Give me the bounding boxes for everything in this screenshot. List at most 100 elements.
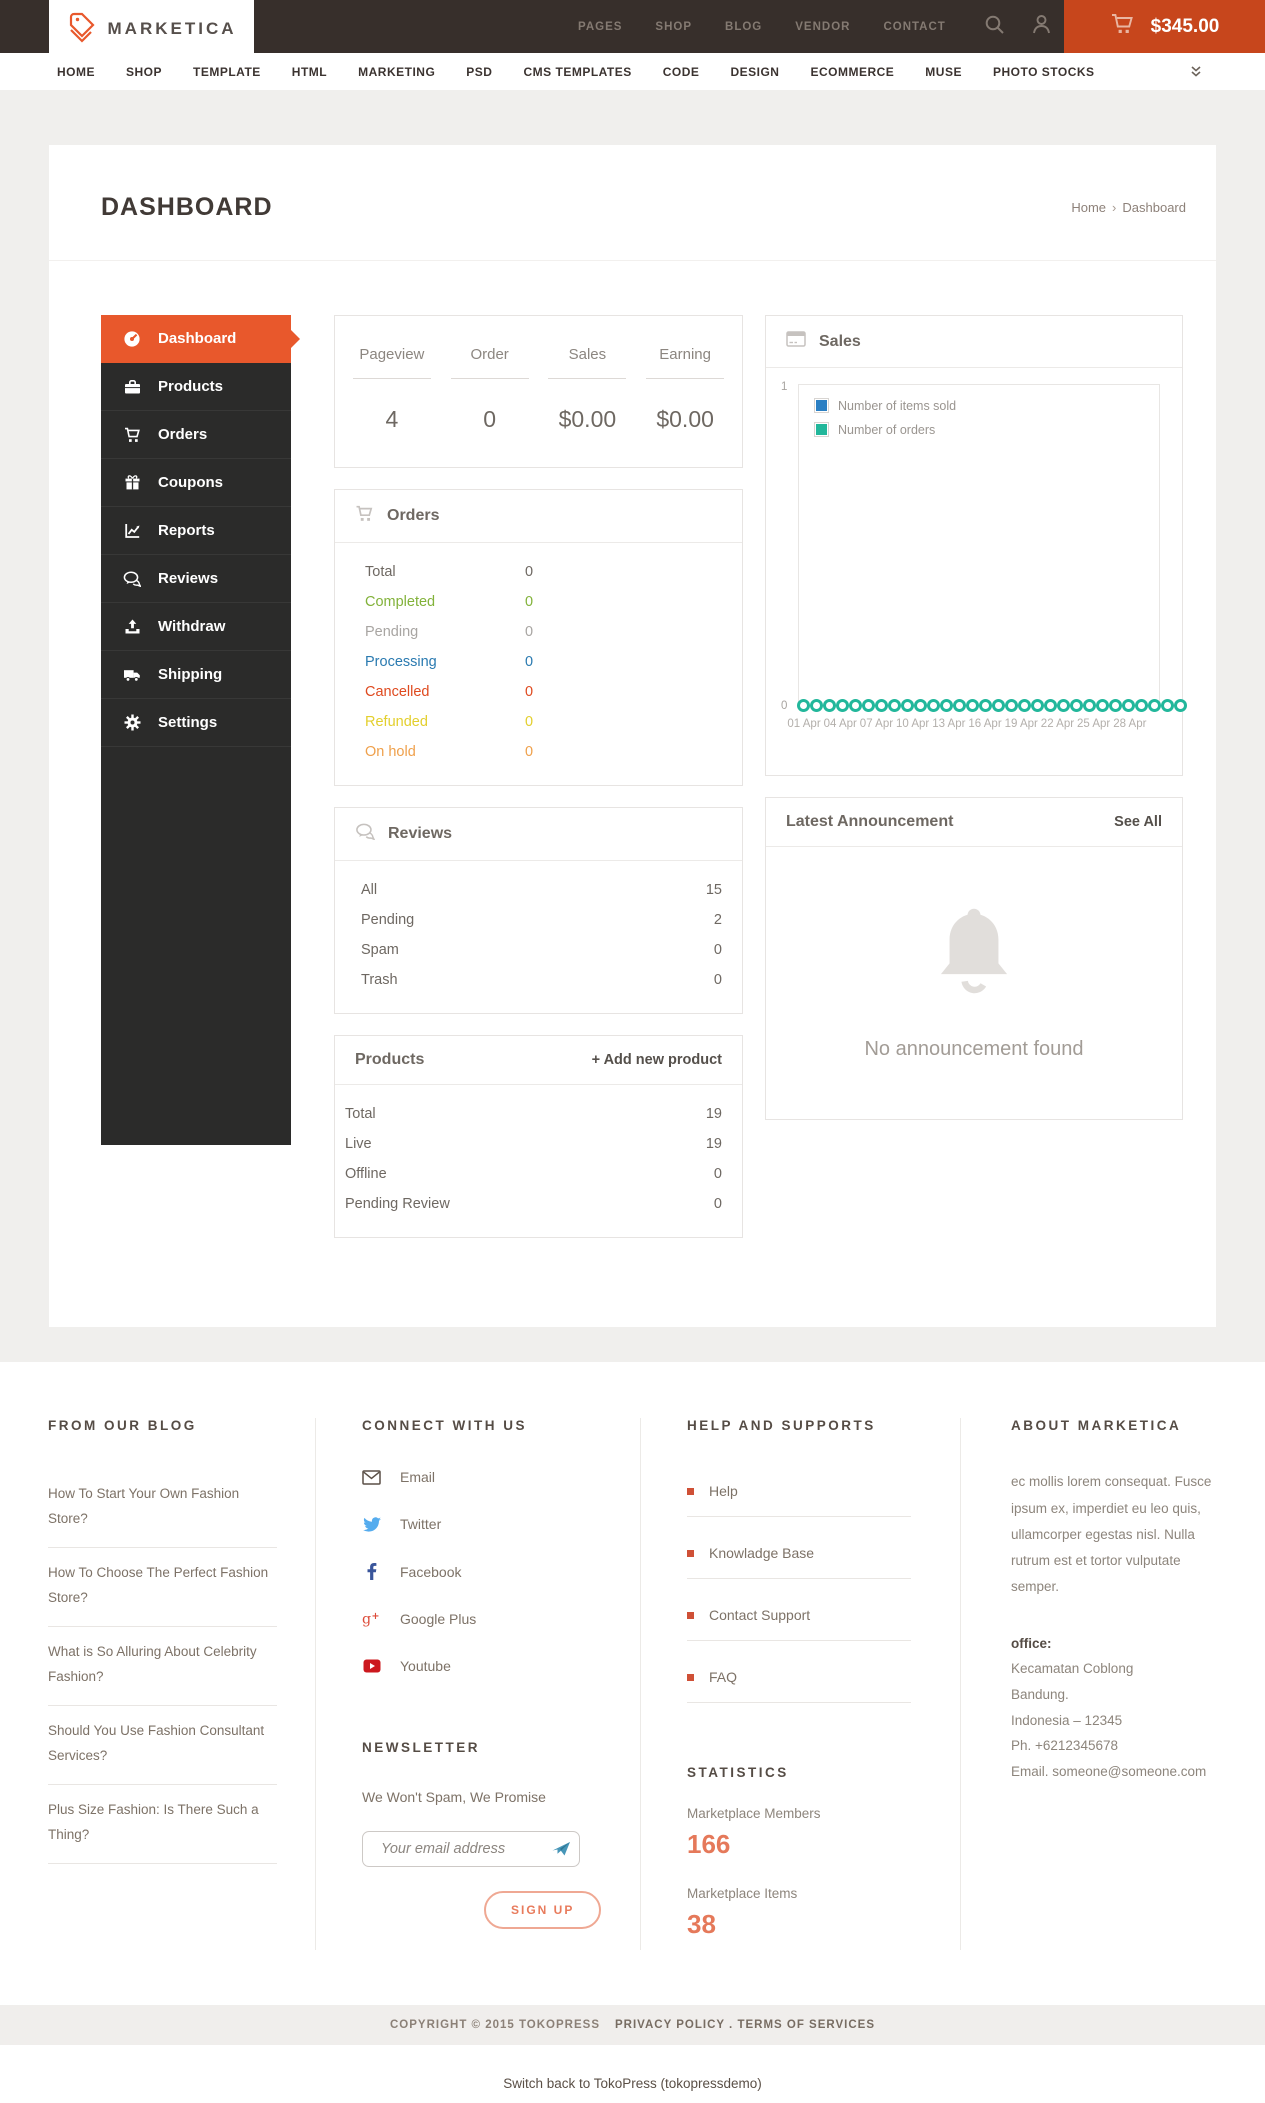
cart-button[interactable]: $345.00 bbox=[1064, 0, 1265, 53]
nav-shop[interactable]: SHOP bbox=[126, 64, 163, 79]
review-label[interactable]: Trash bbox=[361, 971, 398, 988]
sidebar-item-reports[interactable]: Reports bbox=[101, 507, 291, 555]
sidebar-item-orders[interactable]: Orders bbox=[101, 411, 291, 459]
data-point-marker bbox=[1018, 699, 1031, 712]
blog-post-link[interactable]: How To Start Your Own Fashion Store? bbox=[48, 1469, 277, 1549]
social-link-email[interactable]: Email bbox=[362, 1469, 610, 1485]
data-point-marker bbox=[1031, 699, 1044, 712]
panel-title: Orders bbox=[387, 507, 440, 524]
orders-panel: Orders Total 0 Completed 0 Pending 0 Proces… bbox=[334, 489, 743, 787]
help-link[interactable]: Knowladge Base bbox=[687, 1531, 911, 1580]
sidebar-item-reviews[interactable]: Reviews bbox=[101, 555, 291, 603]
nav-ecommerce[interactable]: ECOMMERCE bbox=[810, 64, 895, 79]
stat-label: Marketplace Items bbox=[687, 1886, 798, 1902]
sidebar-item-withdraw[interactable]: Withdraw bbox=[101, 603, 291, 651]
data-point-marker bbox=[1070, 699, 1083, 712]
chart-line-icon bbox=[123, 522, 141, 539]
sidebar-item-dashboard[interactable]: Dashboard bbox=[101, 315, 300, 363]
square-bullet-icon bbox=[687, 1611, 694, 1619]
x-tick-label: 16 Apr bbox=[968, 718, 1002, 730]
stat-label: Earning bbox=[659, 346, 711, 363]
review-label[interactable]: Pending bbox=[361, 911, 415, 928]
status-label[interactable]: On hold bbox=[365, 743, 416, 760]
help-label: FAQ bbox=[709, 1669, 738, 1686]
sidebar-item-label: Orders bbox=[158, 426, 208, 443]
status-label[interactable]: Pending bbox=[365, 623, 419, 640]
nav-template[interactable]: TEMPLATE bbox=[193, 64, 261, 79]
see-all-link[interactable]: See All bbox=[1114, 814, 1162, 830]
topnav-pages[interactable]: PAGES bbox=[578, 20, 623, 33]
order-status-row: Refunded 0 bbox=[335, 707, 742, 737]
nav-muse[interactable]: MUSE bbox=[925, 64, 962, 79]
review-label[interactable]: All bbox=[361, 881, 378, 898]
send-icon[interactable] bbox=[551, 1839, 571, 1864]
topnav-vendor[interactable]: VENDOR bbox=[795, 20, 851, 33]
statistics-section: STATISTICS Marketplace Members 166 Marke… bbox=[687, 1765, 930, 1940]
status-label[interactable]: Processing bbox=[365, 653, 437, 670]
status-label[interactable]: Completed bbox=[365, 593, 436, 610]
switchback-link[interactable]: Switch back to TokoPress (tokopressdemo) bbox=[503, 2076, 762, 2092]
legend-swatch bbox=[814, 398, 829, 413]
breadcrumb-home-link[interactable]: Home bbox=[1071, 200, 1107, 215]
sidebar-item-products[interactable]: Products bbox=[101, 363, 291, 411]
divider bbox=[450, 378, 529, 379]
help-link[interactable]: Help bbox=[687, 1469, 911, 1518]
blog-post-link[interactable]: Should You Use Fashion Consultant Servic… bbox=[48, 1706, 277, 1785]
social-link-facebook[interactable]: Facebook bbox=[362, 1563, 610, 1581]
help-link[interactable]: FAQ bbox=[687, 1655, 911, 1704]
legal-links[interactable]: PRIVACY POLICY . TERMS OF SERVICES bbox=[615, 2019, 876, 2032]
blog-post-link[interactable]: Plus Size Fashion: Is There Such a Thing… bbox=[48, 1785, 277, 1864]
topnav-blog[interactable]: BLOG bbox=[725, 20, 763, 33]
newsletter-email-input[interactable] bbox=[362, 1831, 580, 1868]
social-link-twitter[interactable]: Twitter bbox=[362, 1516, 610, 1532]
social-link-youtube[interactable]: Youtube bbox=[362, 1658, 610, 1674]
stat-value: $0.00 bbox=[558, 406, 617, 432]
nav-code[interactable]: CODE bbox=[662, 64, 700, 79]
sidebar-item-settings[interactable]: Settings bbox=[101, 699, 291, 747]
user-account-icon[interactable] bbox=[1030, 13, 1053, 40]
status-label[interactable]: Cancelled bbox=[365, 683, 430, 700]
nav-psd[interactable]: PSD bbox=[466, 64, 493, 79]
data-point-marker bbox=[927, 699, 940, 712]
nav-photo-stocks[interactable]: PHOTO STOCKS bbox=[992, 64, 1095, 79]
data-point-marker bbox=[992, 699, 1005, 712]
chart-zero-markers bbox=[797, 699, 1187, 712]
topnav-contact[interactable]: CONTACT bbox=[883, 20, 946, 33]
nav-cms-templates[interactable]: CMS TEMPLATES bbox=[523, 64, 632, 79]
data-point-marker bbox=[1161, 699, 1174, 712]
data-point-marker bbox=[1096, 699, 1109, 712]
product-stat-count: 0 bbox=[713, 1195, 722, 1212]
signup-button[interactable]: SIGN UP bbox=[484, 1891, 602, 1930]
add-new-product-link[interactable]: + Add new product bbox=[591, 1052, 722, 1069]
nav-home[interactable]: HOME bbox=[57, 64, 95, 79]
blog-post-link[interactable]: What is So Alluring About Celebrity Fash… bbox=[48, 1627, 277, 1707]
chart-x-ticks: 01 Apr 04 Apr 07 Apr 10 Apr 13 Apr 16 Apr 19 A… bbox=[787, 718, 1160, 733]
comments-icon bbox=[123, 571, 141, 587]
status-count: 0 bbox=[525, 593, 534, 610]
product-stat-label[interactable]: Live bbox=[345, 1135, 372, 1152]
blog-post-link[interactable]: How To Choose The Perfect Fashion Store? bbox=[48, 1548, 277, 1628]
sidebar-item-shipping[interactable]: Shipping bbox=[101, 651, 291, 699]
cart-icon bbox=[123, 427, 141, 443]
stat-order: Order 0 bbox=[441, 346, 539, 433]
data-point-marker bbox=[836, 699, 849, 712]
product-stat-label[interactable]: Offline bbox=[345, 1165, 387, 1182]
chevron-double-down-icon[interactable] bbox=[1189, 65, 1203, 78]
nav-design[interactable]: DESIGN bbox=[730, 64, 780, 79]
brand-logo[interactable]: MARKETICA bbox=[49, 0, 254, 58]
status-label[interactable]: Refunded bbox=[365, 713, 428, 730]
product-stat-count: 19 bbox=[705, 1105, 722, 1122]
topnav-shop[interactable]: SHOP bbox=[655, 20, 693, 33]
social-link-google-plus[interactable]: g + Google Plus bbox=[362, 1611, 610, 1627]
sidebar-item-coupons[interactable]: Coupons bbox=[101, 459, 291, 507]
status-label[interactable]: Total bbox=[365, 563, 396, 580]
nav-marketing[interactable]: MARKETING bbox=[358, 64, 436, 79]
search-icon[interactable] bbox=[984, 14, 1005, 40]
product-stat-label[interactable]: Total bbox=[345, 1105, 376, 1122]
help-link[interactable]: Contact Support bbox=[687, 1593, 911, 1642]
stat-sales: Sales $0.00 bbox=[539, 346, 637, 433]
nav-html[interactable]: HTML bbox=[291, 64, 328, 79]
product-stat-label[interactable]: Pending Review bbox=[345, 1195, 450, 1212]
review-label[interactable]: Spam bbox=[361, 941, 399, 958]
footer-blog-column: FROM OUR BLOG How To Start Your Own Fash… bbox=[48, 1418, 315, 1950]
